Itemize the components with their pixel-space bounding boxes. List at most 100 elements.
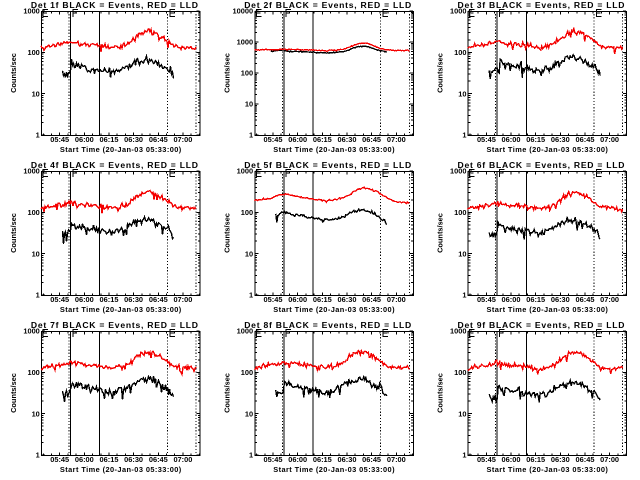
svg-text:1: 1	[249, 451, 253, 460]
svg-text:10: 10	[458, 409, 466, 418]
svg-text:Counts/sec: Counts/sec	[222, 53, 231, 93]
svg-text:Start Time (20-Jan-03 05:33:00: Start Time (20-Jan-03 05:33:00)	[273, 465, 395, 474]
svg-text:1: 1	[462, 451, 466, 460]
svg-text:Counts/sec: Counts/sec	[9, 373, 18, 413]
svg-text:Det 6f BLACK = Events, RED = L: Det 6f BLACK = Events, RED = LLD	[458, 160, 626, 170]
svg-text:06:15: 06:15	[100, 135, 119, 144]
svg-text:Start Time (20-Jan-03 05:33:00: Start Time (20-Jan-03 05:33:00)	[273, 305, 395, 314]
svg-text:Det 3f BLACK = Events, RED = L: Det 3f BLACK = Events, RED = LLD	[458, 0, 626, 10]
svg-text:06:15: 06:15	[313, 295, 332, 304]
svg-text:Counts/sec: Counts/sec	[222, 213, 231, 253]
svg-text:Start Time (20-Jan-03 05:33:00: Start Time (20-Jan-03 05:33:00)	[60, 305, 182, 314]
svg-text:06:15: 06:15	[313, 135, 332, 144]
svg-text:06:30: 06:30	[124, 295, 143, 304]
svg-text:10000: 10000	[233, 7, 254, 16]
svg-text:06:00: 06:00	[502, 135, 521, 144]
svg-text:1: 1	[462, 131, 466, 140]
svg-text:Counts/sec: Counts/sec	[222, 373, 231, 413]
svg-text:06:30: 06:30	[551, 135, 570, 144]
svg-text:06:00: 06:00	[502, 455, 521, 464]
svg-text:05:45: 05:45	[264, 455, 283, 464]
svg-text:07:00: 07:00	[387, 455, 406, 464]
svg-text:10: 10	[245, 249, 253, 258]
svg-text:05:45: 05:45	[477, 135, 496, 144]
svg-text:07:00: 07:00	[387, 295, 406, 304]
svg-text:06:45: 06:45	[149, 135, 168, 144]
svg-text:06:00: 06:00	[288, 455, 307, 464]
svg-text:Det 4f BLACK = Events, RED = L: Det 4f BLACK = Events, RED = LLD	[31, 160, 199, 170]
svg-text:Det 1f BLACK = Events, RED = L: Det 1f BLACK = Events, RED = LLD	[31, 0, 199, 10]
svg-text:100: 100	[27, 368, 39, 377]
svg-text:06:15: 06:15	[313, 455, 332, 464]
svg-text:100: 100	[241, 208, 253, 217]
svg-text:Det 7f BLACK = Events, RED = L: Det 7f BLACK = Events, RED = LLD	[31, 320, 199, 330]
svg-text:06:30: 06:30	[338, 455, 357, 464]
svg-text:10: 10	[458, 249, 466, 258]
svg-text:100: 100	[27, 208, 39, 217]
svg-text:06:45: 06:45	[362, 295, 381, 304]
svg-text:05:45: 05:45	[477, 455, 496, 464]
svg-text:Det 5f BLACK = Events, RED = L: Det 5f BLACK = Events, RED = LLD	[244, 160, 412, 170]
svg-text:06:45: 06:45	[576, 295, 595, 304]
svg-text:10: 10	[32, 409, 40, 418]
svg-text:Det 8f BLACK = Events, RED = L: Det 8f BLACK = Events, RED = LLD	[244, 320, 412, 330]
svg-text:06:00: 06:00	[288, 135, 307, 144]
svg-text:06:00: 06:00	[288, 295, 307, 304]
svg-text:100: 100	[454, 48, 466, 57]
svg-text:Counts/sec: Counts/sec	[436, 53, 445, 93]
svg-text:Start Time (20-Jan-03 05:33:00: Start Time (20-Jan-03 05:33:00)	[487, 305, 609, 314]
svg-text:07:00: 07:00	[173, 135, 192, 144]
svg-text:05:45: 05:45	[50, 135, 69, 144]
svg-text:07:00: 07:00	[600, 135, 619, 144]
svg-text:1000: 1000	[23, 327, 39, 336]
svg-text:Det 9f BLACK = Events, RED = L: Det 9f BLACK = Events, RED = LLD	[458, 320, 626, 330]
svg-text:Counts/sec: Counts/sec	[9, 53, 18, 93]
svg-text:Start Time (20-Jan-03 05:33:00: Start Time (20-Jan-03 05:33:00)	[487, 465, 609, 474]
svg-text:06:15: 06:15	[526, 455, 545, 464]
svg-text:1000: 1000	[237, 167, 253, 176]
svg-text:05:45: 05:45	[50, 295, 69, 304]
svg-text:100: 100	[241, 69, 253, 78]
svg-text:05:45: 05:45	[264, 295, 283, 304]
svg-text:10: 10	[458, 89, 466, 98]
svg-text:06:00: 06:00	[502, 295, 521, 304]
svg-text:07:00: 07:00	[600, 295, 619, 304]
svg-text:1: 1	[36, 291, 40, 300]
svg-text:10: 10	[245, 100, 253, 109]
svg-text:06:45: 06:45	[362, 135, 381, 144]
svg-text:1000: 1000	[237, 38, 253, 47]
svg-text:06:30: 06:30	[338, 295, 357, 304]
svg-text:05:45: 05:45	[477, 295, 496, 304]
svg-text:1: 1	[36, 451, 40, 460]
svg-text:07:00: 07:00	[173, 295, 192, 304]
svg-text:1000: 1000	[450, 167, 466, 176]
svg-text:06:00: 06:00	[75, 455, 94, 464]
svg-text:07:00: 07:00	[600, 455, 619, 464]
svg-text:06:00: 06:00	[75, 135, 94, 144]
svg-text:06:30: 06:30	[124, 135, 143, 144]
svg-text:1000: 1000	[450, 7, 466, 16]
svg-text:Start Time (20-Jan-03 05:33:00: Start Time (20-Jan-03 05:33:00)	[60, 145, 182, 154]
svg-text:Start Time (20-Jan-03 05:33:00: Start Time (20-Jan-03 05:33:00)	[60, 465, 182, 474]
svg-text:07:00: 07:00	[387, 135, 406, 144]
svg-text:06:30: 06:30	[551, 455, 570, 464]
svg-text:06:45: 06:45	[362, 455, 381, 464]
svg-text:Start Time (20-Jan-03 05:33:00: Start Time (20-Jan-03 05:33:00)	[273, 145, 395, 154]
svg-text:06:45: 06:45	[149, 455, 168, 464]
svg-text:07:00: 07:00	[173, 455, 192, 464]
svg-text:Counts/sec: Counts/sec	[436, 373, 445, 413]
svg-text:06:45: 06:45	[576, 135, 595, 144]
svg-text:10: 10	[32, 89, 40, 98]
svg-text:Counts/sec: Counts/sec	[436, 213, 445, 253]
svg-text:06:15: 06:15	[100, 455, 119, 464]
svg-text:06:45: 06:45	[576, 455, 595, 464]
svg-text:1000: 1000	[23, 167, 39, 176]
svg-text:Det 2f BLACK = Events, RED = L: Det 2f BLACK = Events, RED = LLD	[244, 0, 412, 10]
svg-text:1: 1	[36, 131, 40, 140]
svg-text:06:45: 06:45	[149, 295, 168, 304]
svg-text:06:30: 06:30	[338, 135, 357, 144]
svg-text:1: 1	[249, 291, 253, 300]
svg-text:1000: 1000	[450, 327, 466, 336]
svg-text:1: 1	[462, 291, 466, 300]
svg-text:Start Time (20-Jan-03 05:33:00: Start Time (20-Jan-03 05:33:00)	[487, 145, 609, 154]
